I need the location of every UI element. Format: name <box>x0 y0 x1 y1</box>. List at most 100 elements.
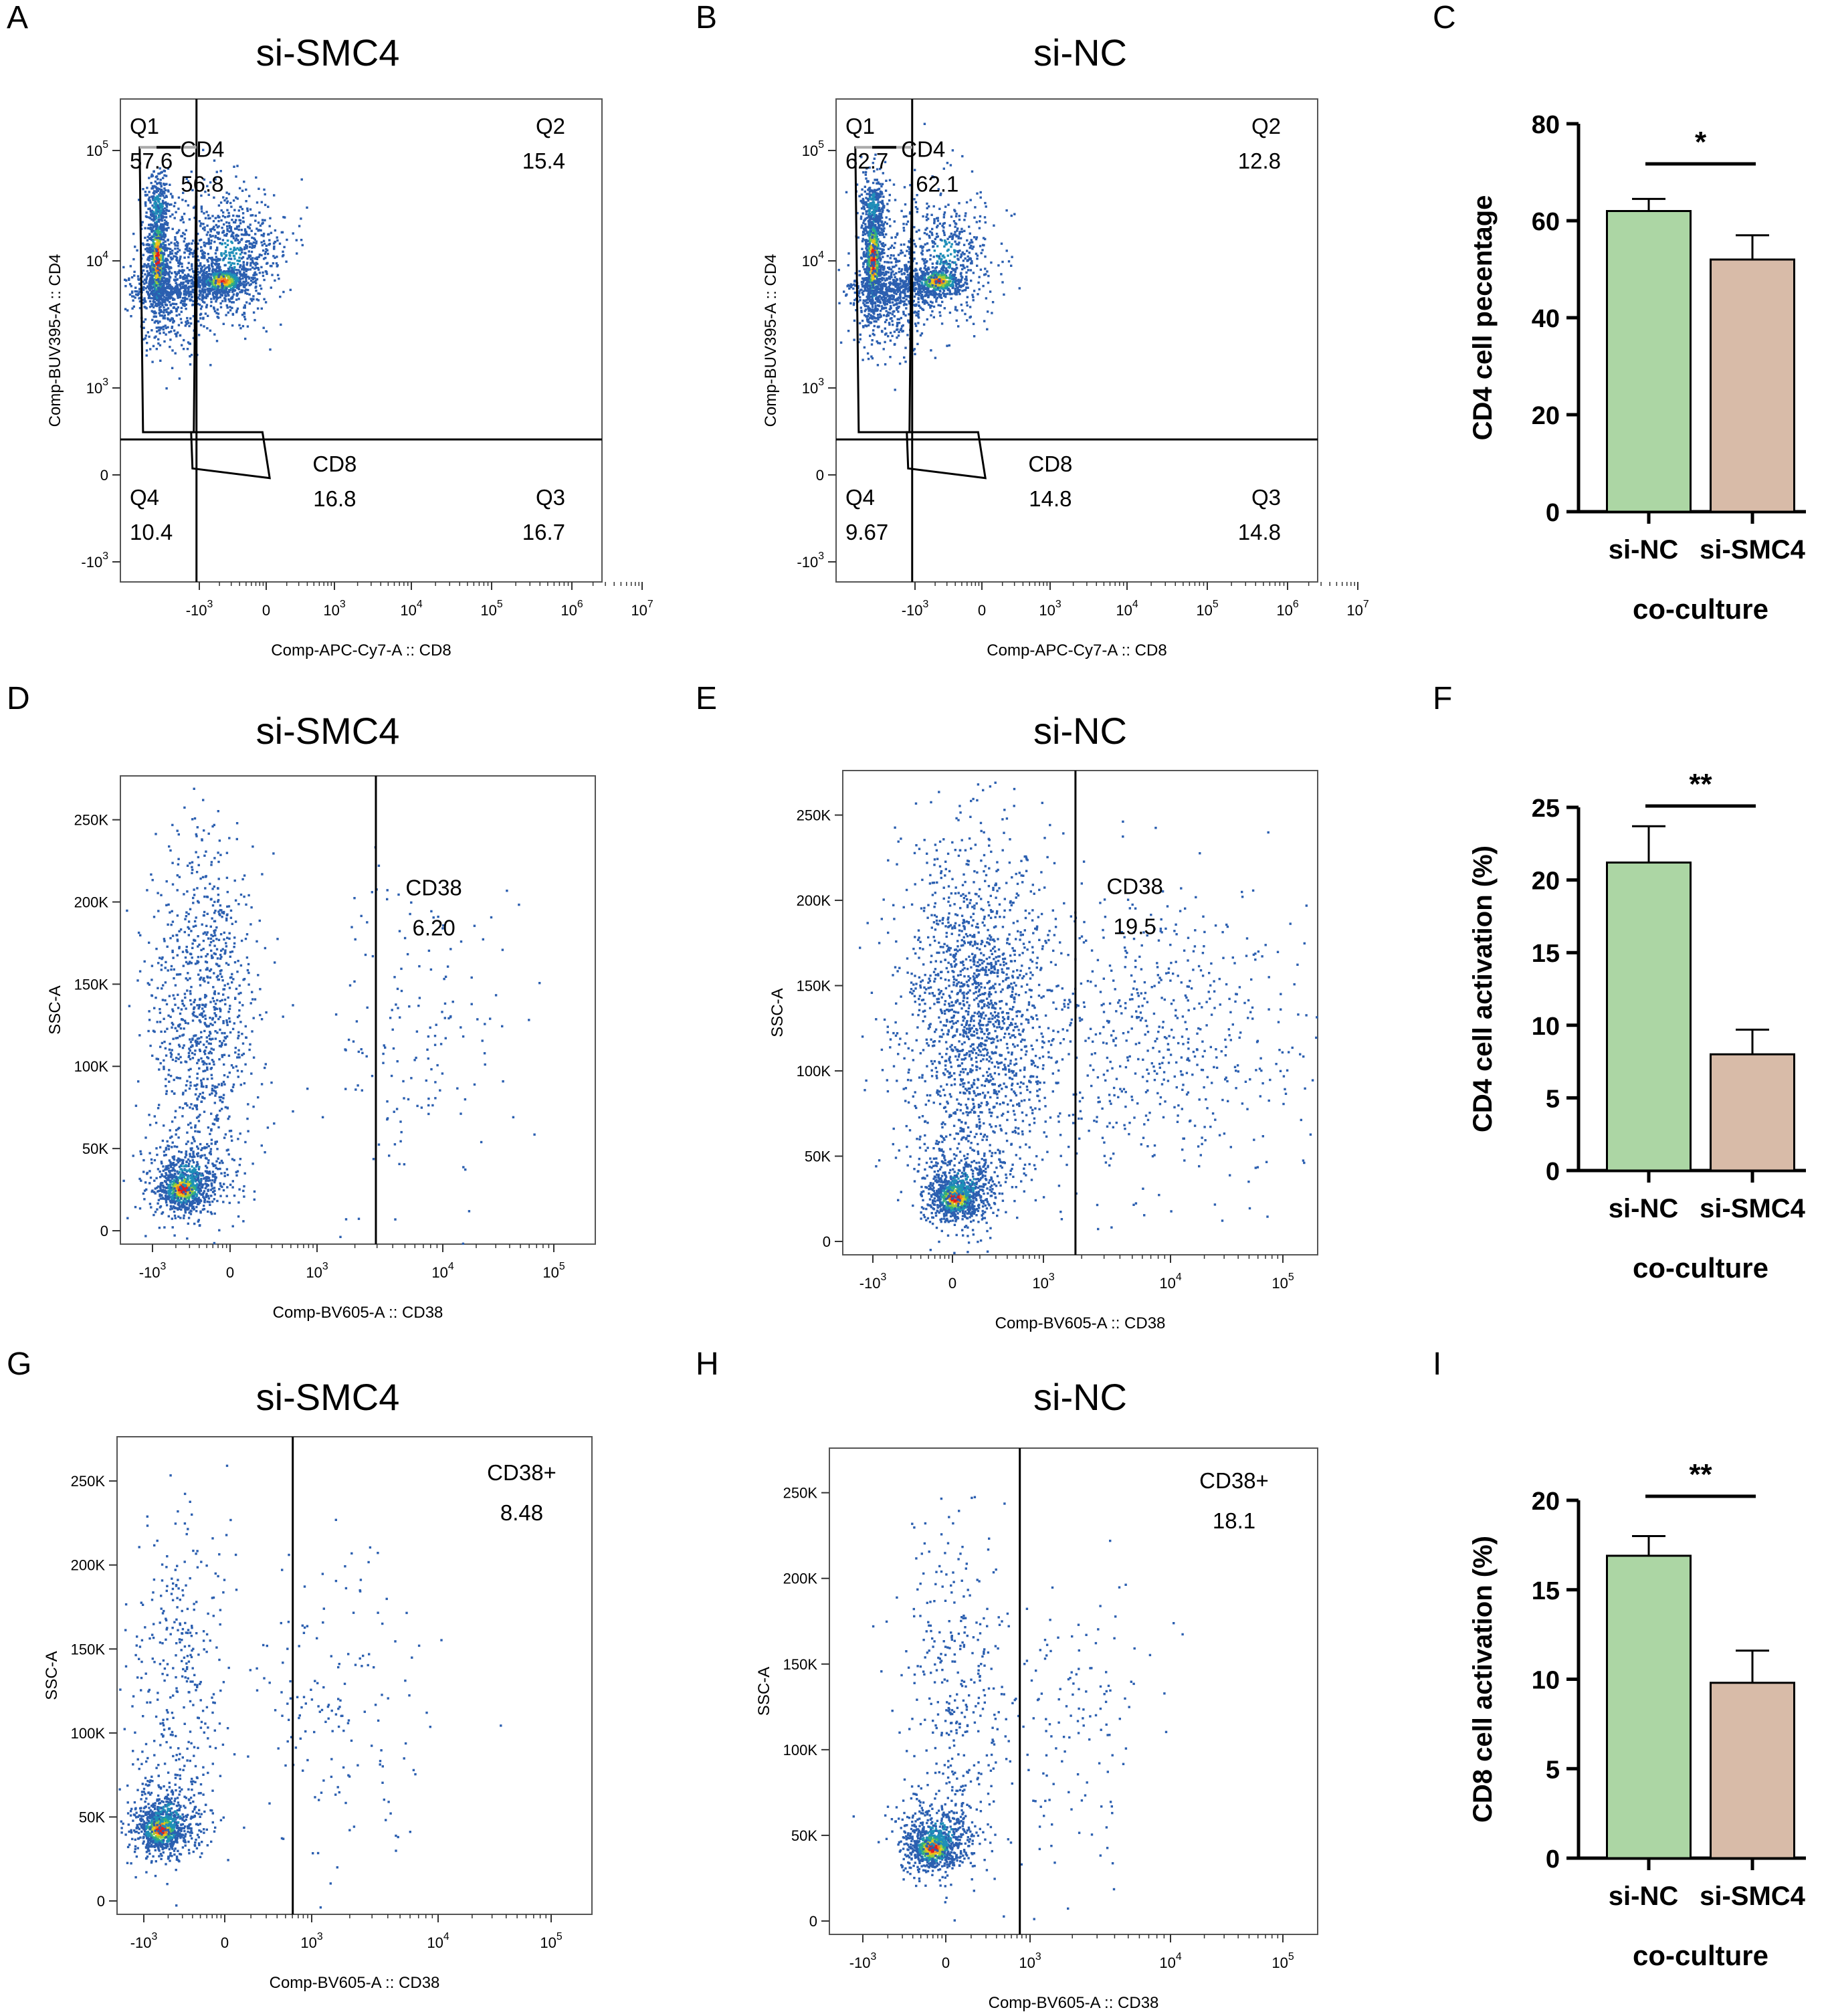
event-dot <box>933 218 936 221</box>
event-dot <box>870 257 873 260</box>
event-dot <box>990 261 993 264</box>
event-dot <box>861 359 864 361</box>
event-dot <box>231 301 233 304</box>
event-dot <box>936 226 938 229</box>
event-dot <box>891 334 894 337</box>
event-dot <box>261 219 264 221</box>
event-dot <box>264 301 268 304</box>
event-dot <box>165 209 169 212</box>
event-dot <box>201 252 204 255</box>
event-dot <box>154 257 157 260</box>
event-dot <box>210 278 213 281</box>
event-dot <box>157 269 160 272</box>
event-dot <box>871 306 874 308</box>
event-dot <box>867 318 870 321</box>
event-dot <box>173 242 176 245</box>
event-dot <box>251 236 253 239</box>
event-dot <box>154 230 157 233</box>
event-dot <box>233 268 235 271</box>
event-dot <box>147 243 150 247</box>
event-dot <box>298 225 301 227</box>
event-dot <box>165 208 168 211</box>
event-dot <box>239 205 242 208</box>
event-dot <box>169 338 172 341</box>
event-dot <box>169 256 173 259</box>
event-dot <box>951 237 954 239</box>
event-dot <box>150 223 153 226</box>
event-dot <box>955 213 958 215</box>
event-dot <box>875 207 878 211</box>
event-dot <box>239 222 242 225</box>
event-dot <box>226 243 229 246</box>
event-dot <box>971 247 974 250</box>
event-dot <box>159 269 162 272</box>
event-dot <box>941 300 944 304</box>
event-dot <box>177 250 179 254</box>
event-dot <box>209 364 212 367</box>
event-dot <box>148 207 151 210</box>
event-dot <box>977 281 980 284</box>
event-dot <box>251 261 254 264</box>
event-dot <box>185 244 187 247</box>
event-dot <box>965 201 969 204</box>
event-dot <box>183 240 185 243</box>
event-dot <box>150 329 153 332</box>
event-dot <box>245 188 247 191</box>
event-dot <box>157 205 159 208</box>
event-dot <box>164 263 167 266</box>
event-dot <box>149 348 152 350</box>
event-dot <box>987 282 990 284</box>
event-dot <box>178 259 181 262</box>
event-dot <box>206 185 209 187</box>
event-dot <box>203 241 205 244</box>
event-dot <box>217 219 220 223</box>
event-dot <box>146 239 149 242</box>
event-dot <box>238 324 241 326</box>
event-dot <box>242 273 245 276</box>
event-dot <box>173 255 175 258</box>
event-dot <box>189 275 193 278</box>
event-dot <box>203 264 206 267</box>
event-dot <box>894 389 896 391</box>
event-dot <box>257 292 260 295</box>
event-dot <box>128 277 130 280</box>
event-dot <box>157 259 159 262</box>
event-dot <box>894 241 896 245</box>
event-dot <box>883 273 886 276</box>
event-dot <box>187 341 190 344</box>
event-dot <box>956 258 959 260</box>
event-dot <box>148 266 152 270</box>
event-dot <box>906 220 910 223</box>
event-dot <box>219 170 222 173</box>
event-dot <box>152 246 155 249</box>
event-dot <box>913 295 916 298</box>
event-dot <box>220 251 223 255</box>
event-dot <box>177 265 180 268</box>
event-dot <box>146 235 149 238</box>
event-dot <box>156 243 159 245</box>
event-dot <box>204 267 207 270</box>
event-dot <box>874 270 877 273</box>
event-dot <box>163 238 165 241</box>
event-dot <box>189 251 192 254</box>
event-dot <box>226 283 229 286</box>
event-dot <box>893 330 896 333</box>
event-dot <box>254 286 257 289</box>
event-dot <box>154 290 157 294</box>
event-dot <box>157 199 160 202</box>
event-dot <box>882 203 884 205</box>
event-dot <box>153 315 155 318</box>
event-dot <box>205 275 207 278</box>
event-dot <box>138 297 140 300</box>
event-dot <box>966 239 969 242</box>
event-dot <box>284 216 286 219</box>
event-dot <box>153 218 157 221</box>
event-dot <box>217 204 221 207</box>
event-dot <box>870 197 872 200</box>
event-dot <box>217 312 220 315</box>
event-dot <box>262 249 265 252</box>
event-dot <box>239 264 242 267</box>
event-dot <box>861 197 864 201</box>
event-dot <box>870 227 872 229</box>
event-dot <box>248 293 251 296</box>
